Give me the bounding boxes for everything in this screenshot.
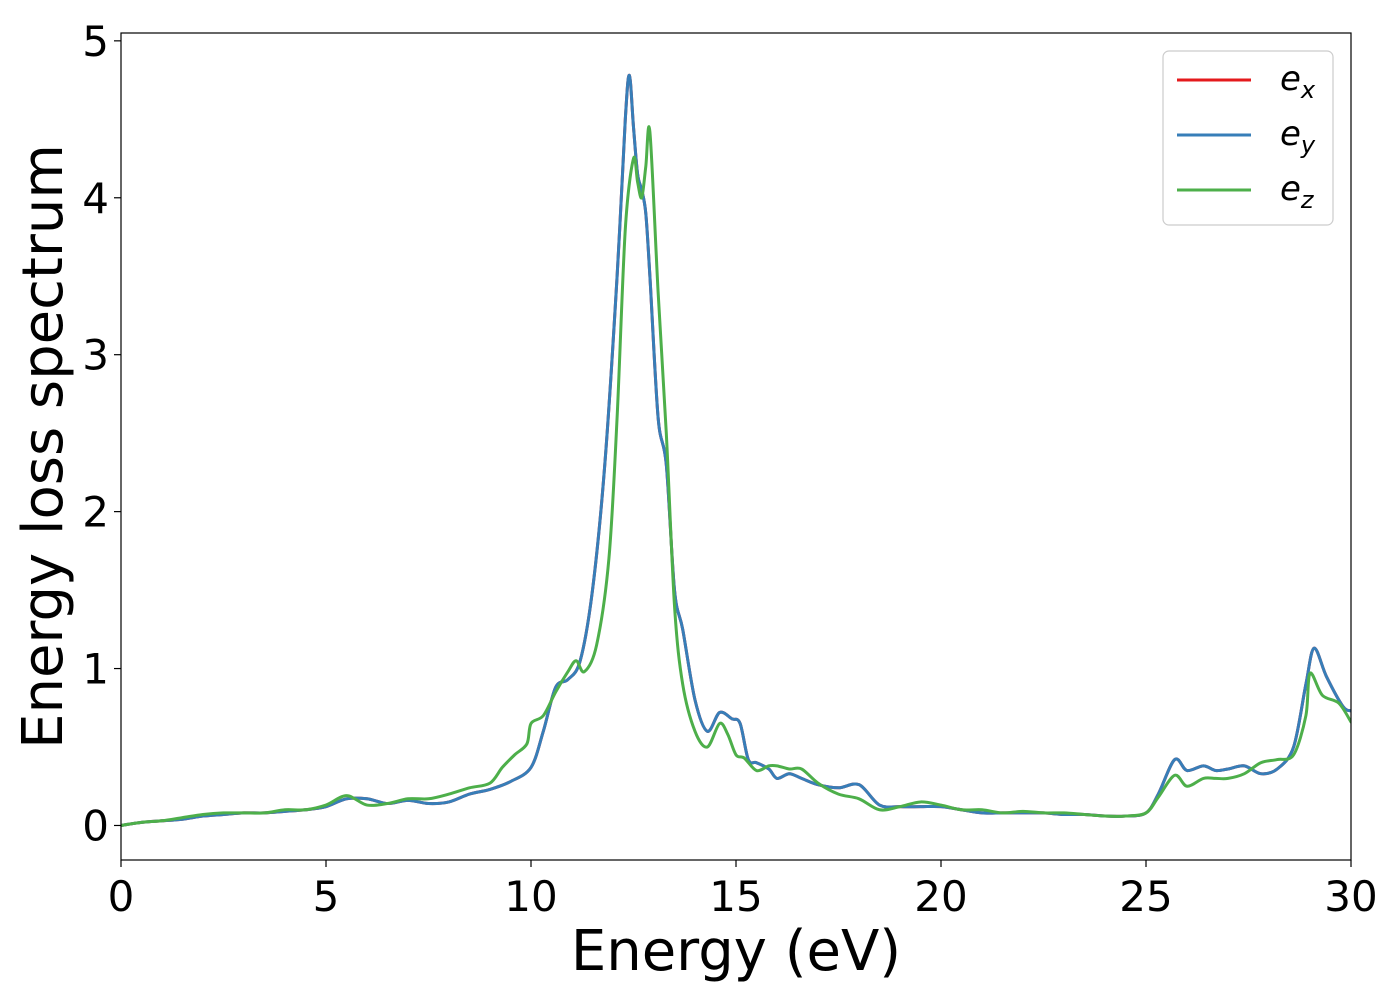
y-tick-label: 5 — [82, 17, 109, 66]
legend-label-y: ey — [1280, 114, 1316, 159]
y-tick-label: 4 — [82, 174, 109, 223]
y-tick-label: 3 — [82, 331, 109, 380]
y-tick-label: 2 — [82, 488, 109, 537]
x-axis: 0 5 10 15 20 25 30 — [108, 860, 1378, 921]
x-tick-label: 5 — [313, 872, 340, 921]
y-axis-label: Energy loss spectrum — [11, 144, 76, 749]
x-tick-label: 30 — [1324, 872, 1377, 921]
x-tick-label: 25 — [1119, 872, 1172, 921]
x-tick-label: 0 — [108, 872, 135, 921]
x-tick-label: 10 — [504, 872, 557, 921]
series-line-z — [121, 125, 1351, 827]
y-tick-label: 0 — [82, 801, 109, 850]
series-layer — [121, 73, 1351, 827]
x-axis-label: Energy (eV) — [571, 919, 901, 984]
legend-label-x: ex — [1280, 59, 1316, 104]
x-tick-label: 20 — [914, 872, 967, 921]
y-axis: 0 1 2 3 4 5 — [82, 17, 121, 850]
y-tick-label: 1 — [82, 645, 109, 694]
legend-label-z: ez — [1280, 169, 1315, 214]
series-line-y — [121, 73, 1351, 827]
x-tick-label: 15 — [709, 872, 762, 921]
legend-box — [1162, 50, 1334, 226]
legend: ex ey ez — [1162, 50, 1334, 226]
